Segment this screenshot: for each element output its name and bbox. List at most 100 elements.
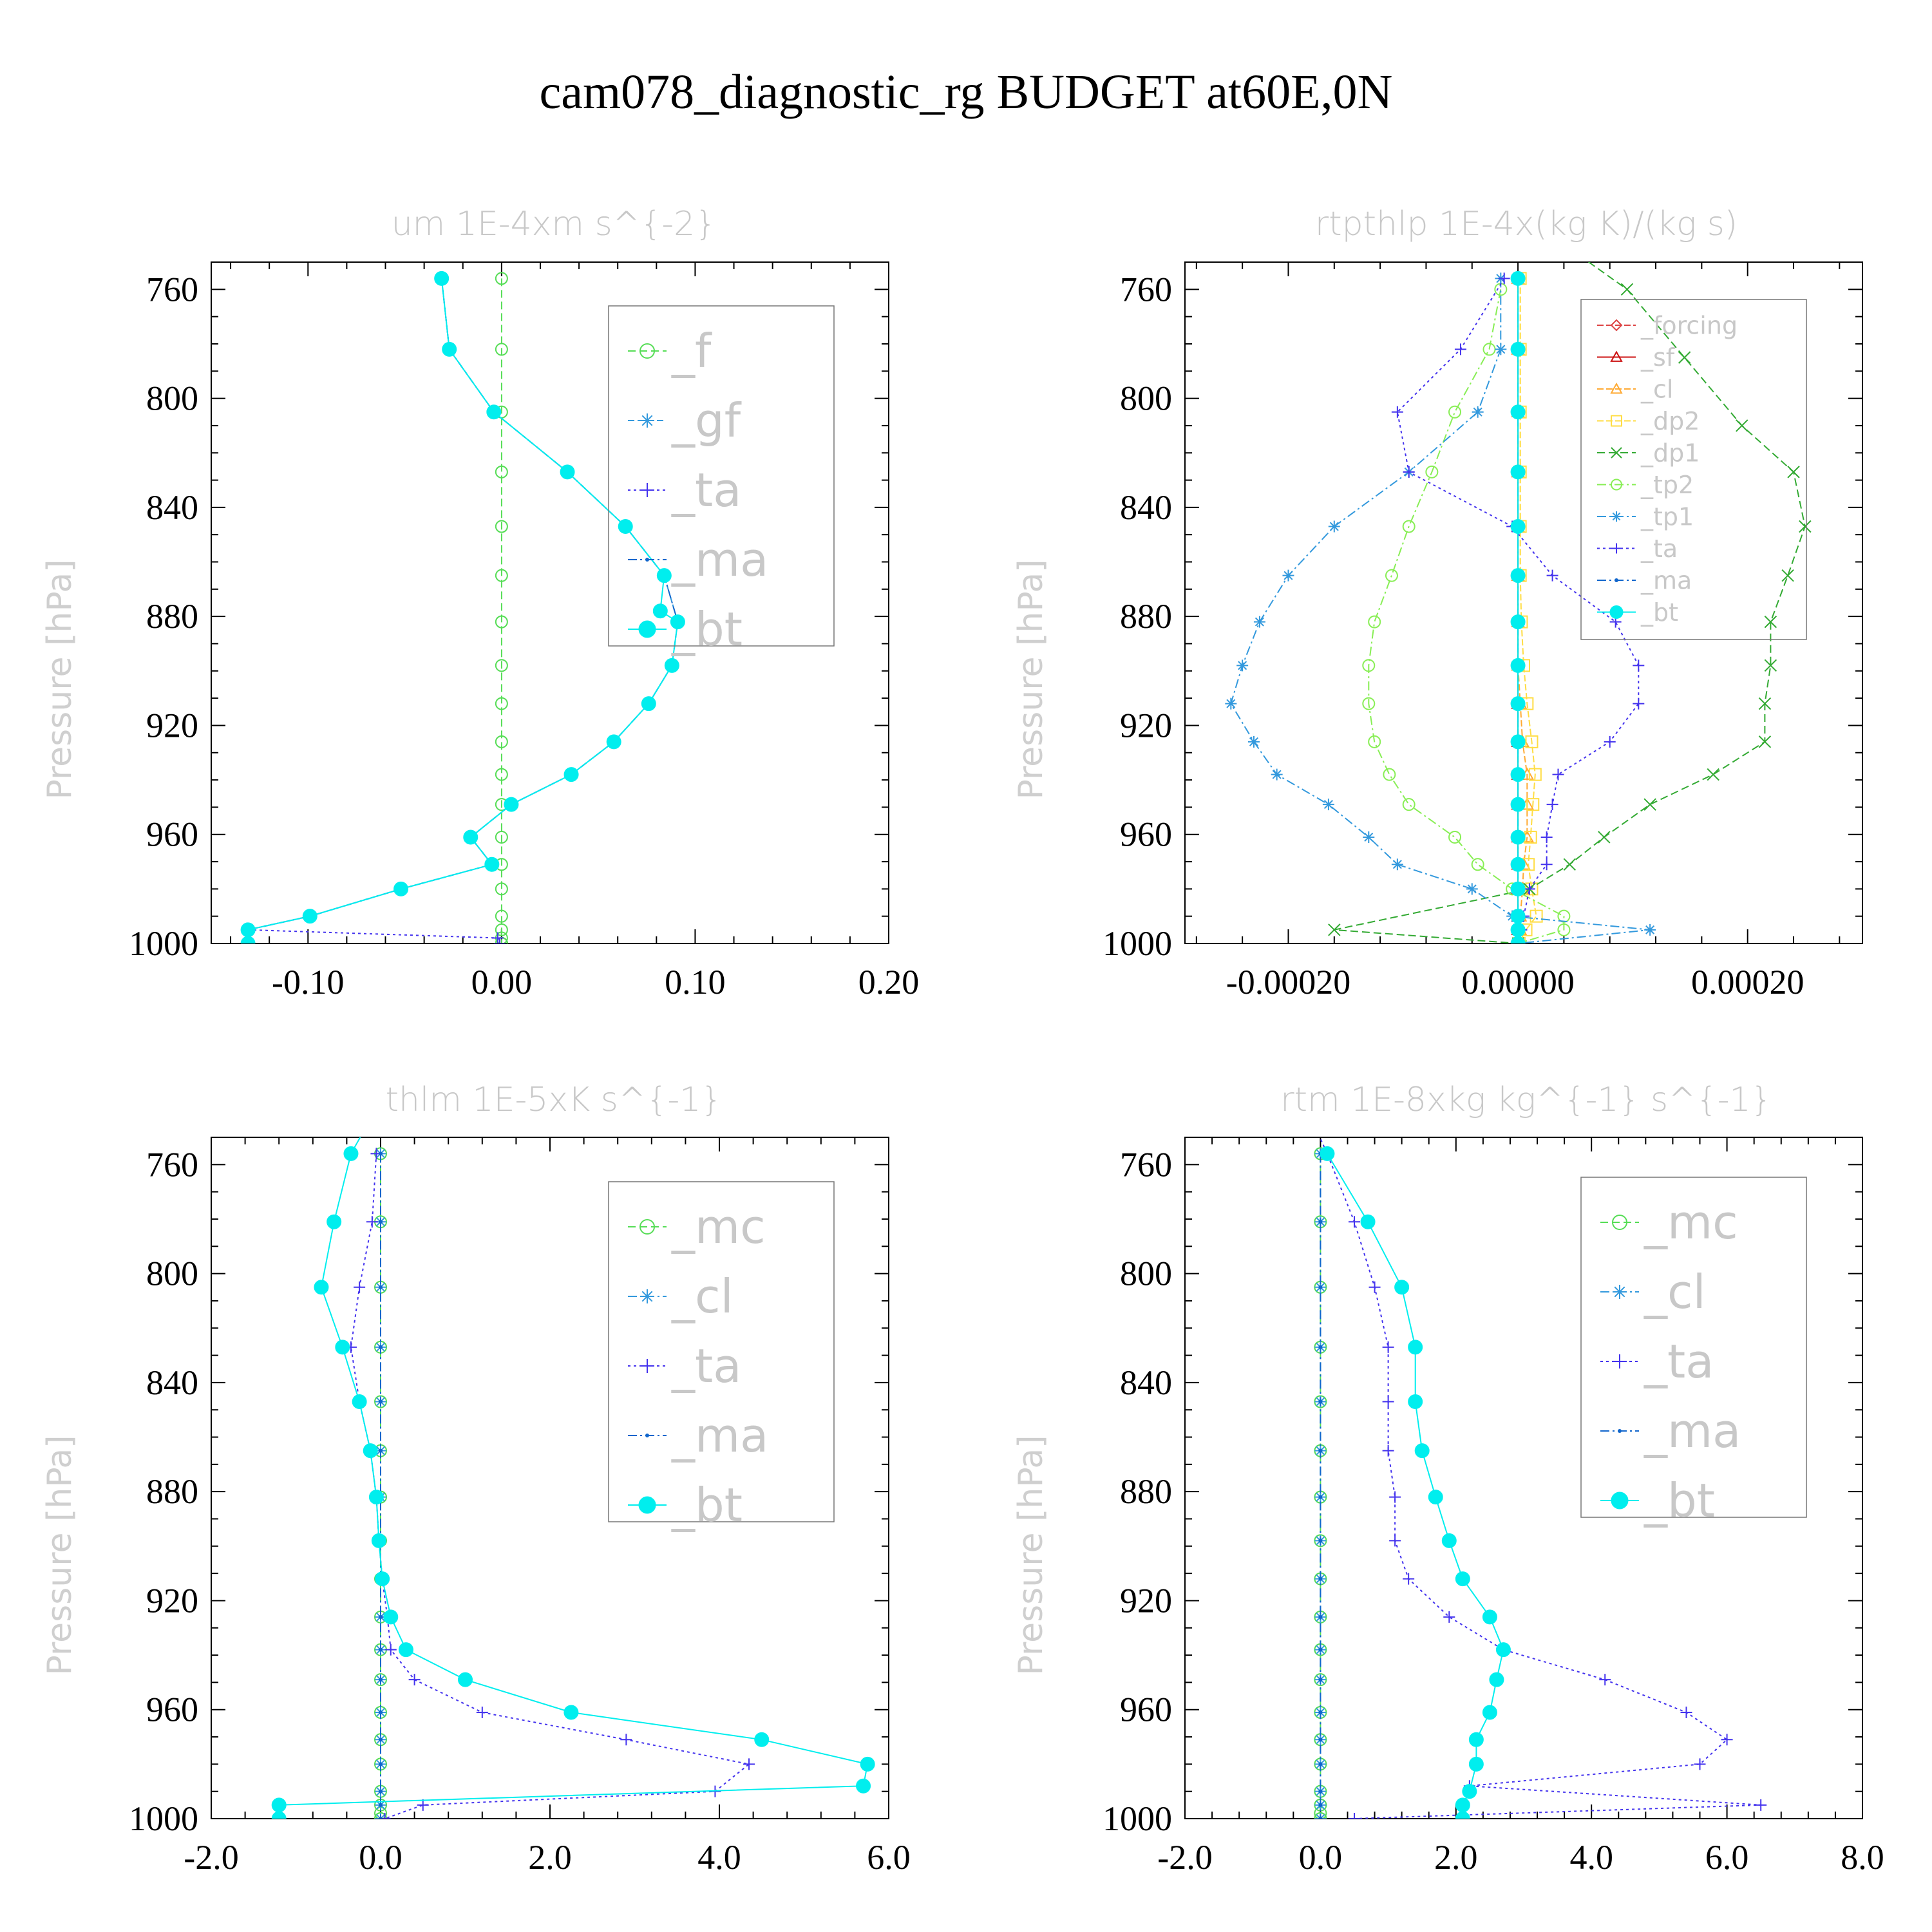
- data-point-ma: [1318, 1399, 1323, 1404]
- data-point-ma: [1318, 1220, 1323, 1224]
- data-point-bt: [1482, 1705, 1497, 1720]
- y-tick-label: 960: [146, 1690, 198, 1729]
- plot-frame: [211, 261, 889, 944]
- x-tick-label: 2.0: [1434, 1838, 1478, 1877]
- x-tick-label: 0.0: [1299, 1838, 1343, 1877]
- legend-box: [608, 305, 835, 647]
- data-point-ma: [379, 1738, 383, 1742]
- legend-marker: [1611, 543, 1622, 554]
- data-point-f: [495, 659, 508, 672]
- data-point-bt: [1462, 1784, 1477, 1799]
- x-tick-label: 2.0: [528, 1838, 572, 1877]
- data-point-tp2: [1362, 659, 1376, 672]
- y-axis-label: Pressure [hPa]: [41, 560, 79, 800]
- data-point-bt: [1455, 1811, 1470, 1819]
- y-tick-label: 800: [146, 379, 198, 418]
- x-tick-label: -2.0: [1157, 1838, 1212, 1877]
- data-point-bt: [458, 1672, 473, 1687]
- data-point-ta: [1403, 466, 1415, 478]
- x-tick-label: -0.10: [272, 963, 344, 1001]
- data-point-bt: [484, 857, 500, 872]
- data-point-bt: [393, 881, 409, 896]
- data-point-f: [495, 343, 508, 356]
- data-point-ta: [354, 1281, 366, 1293]
- data-point-ta: [1349, 1216, 1360, 1228]
- data-point-bt: [361, 1117, 375, 1131]
- legend-label: _mc: [1643, 1195, 1738, 1249]
- data-point-bt: [1510, 857, 1526, 872]
- data-point-dp1: [1678, 351, 1691, 364]
- data-point-tp2: [1402, 798, 1416, 811]
- series-line-ta: [350, 1153, 751, 1819]
- data-point-ta: [1694, 1758, 1706, 1770]
- data-point-tp2: [1471, 858, 1484, 871]
- data-point-dp2: [1525, 735, 1539, 748]
- data-point-tp2: [1448, 405, 1462, 419]
- data-point-f: [495, 615, 508, 629]
- legend-label: _ta: [1643, 1334, 1714, 1388]
- legend-marker: [1611, 415, 1622, 427]
- y-tick-label: 920: [146, 706, 198, 744]
- x-tick-label: -2.0: [184, 1838, 238, 1877]
- panel-thlm: thlm 1E-5xK s^{-1} Pressure [hPa] 760 800…: [41, 1081, 911, 1877]
- data-point-bt: [606, 734, 621, 750]
- data-point-bt: [1510, 519, 1526, 535]
- data-point-tp1: [1247, 735, 1260, 748]
- y-tick-label: 760: [1120, 270, 1172, 308]
- data-point-ta: [1382, 1396, 1394, 1408]
- data-point-bt: [352, 1394, 367, 1410]
- data-point-tp1: [1328, 520, 1340, 533]
- y-axis-label: Pressure [hPa]: [1012, 560, 1050, 800]
- data-point-ma: [379, 1285, 383, 1289]
- data-point-tp1: [1472, 406, 1484, 418]
- data-point-ta: [1368, 1281, 1381, 1293]
- legend-label: _sf: [1640, 343, 1676, 372]
- series-group: [1225, 262, 1812, 943]
- series-line-dp1: [1334, 262, 1806, 943]
- data-point-bt: [1510, 270, 1526, 286]
- data-point-ta: [1721, 1734, 1733, 1746]
- series-line-gf: [247, 278, 679, 943]
- data-point-bt: [641, 696, 656, 712]
- data-point-ta: [1633, 659, 1645, 672]
- panel-title: rtm 1E-8xkg kg^{-1} s^{-1}: [1280, 1081, 1772, 1119]
- y-tick-label: 880: [146, 1472, 198, 1511]
- y-tick-label: 880: [1120, 597, 1172, 636]
- data-point-ta: [1633, 697, 1645, 710]
- series-line-ma: [247, 278, 679, 943]
- data-point-bt: [1510, 696, 1526, 712]
- data-point-bt: [271, 1797, 287, 1813]
- data-point-ta: [1552, 768, 1564, 781]
- plot-frame: [1184, 1137, 1863, 1819]
- data-point-ta: [1604, 735, 1616, 748]
- x-tick-label: -0.00020: [1226, 963, 1350, 1001]
- data-point-tp1: [1391, 858, 1403, 871]
- data-point-bt: [343, 1146, 359, 1161]
- data-point-dp1: [1643, 798, 1656, 811]
- data-point-dp1: [1758, 697, 1772, 710]
- legend-marker: [1611, 478, 1622, 491]
- data-point-f: [495, 272, 508, 285]
- data-point-bt: [240, 922, 256, 938]
- data-point-tp2: [1362, 697, 1376, 710]
- data-point-ma: [1318, 1448, 1323, 1453]
- data-point-dp1: [1328, 923, 1341, 936]
- legend-marker: [645, 558, 649, 562]
- data-point-bt: [504, 797, 519, 812]
- data-point-ta: [1523, 883, 1535, 895]
- legend-label: _bt: [1643, 1473, 1715, 1528]
- data-point-f: [495, 697, 508, 710]
- legend-label: _cl: [1640, 375, 1673, 403]
- data-point-ta: [1308, 1118, 1320, 1130]
- data-point-ta: [408, 1674, 421, 1686]
- data-point-ma: [1318, 1762, 1323, 1766]
- data-point-bt: [1394, 1280, 1410, 1295]
- legend-marker: [638, 1496, 656, 1514]
- data-point-bt: [1510, 909, 1526, 924]
- series-line-ta: [248, 929, 500, 943]
- data-point-bt: [1320, 1146, 1335, 1161]
- data-point-ta: [379, 1813, 391, 1819]
- legend-label: _ma: [1643, 1404, 1741, 1458]
- data-point-dp2: [1528, 768, 1542, 781]
- y-tick-label: 760: [146, 270, 198, 308]
